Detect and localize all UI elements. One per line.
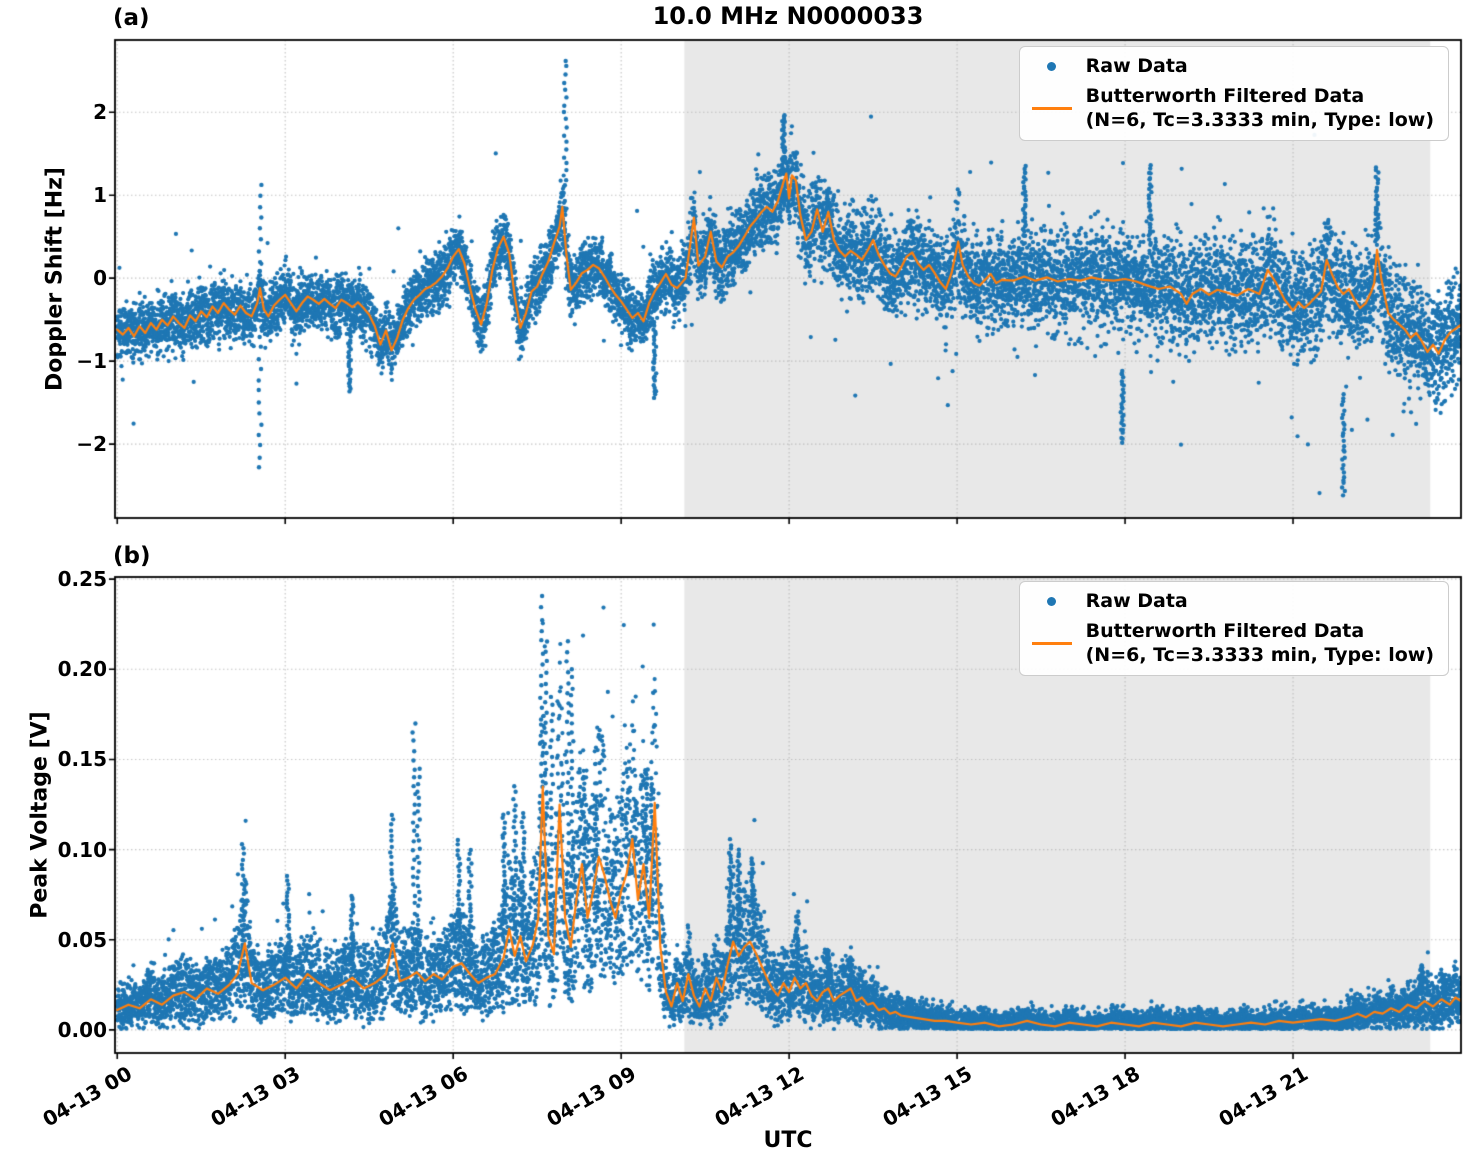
y-axis-label-b: Peak Voltage [V] <box>27 711 53 919</box>
y-tick-label: 0.20 <box>57 657 107 682</box>
y-axis-label-a: Doppler Shift [Hz] <box>42 167 68 391</box>
legend-panel-b: Raw Data Butterworth Filtered Data (N=6,… <box>1018 581 1449 677</box>
legend-item-raw-data: Raw Data <box>1030 55 1434 79</box>
legend-label-raw: Raw Data <box>1085 55 1188 77</box>
legend-label-filtered: Butterworth Filtered Data (N=6, Tc=3.333… <box>1085 619 1434 666</box>
legend-panel-a: Raw Data Butterworth Filtered Data (N=6,… <box>1018 46 1449 142</box>
y-tick-label: 0.15 <box>57 747 107 772</box>
y-tick-label: 0 <box>93 266 107 291</box>
y-tick-label: 0.10 <box>57 837 107 862</box>
y-tick-label: −1 <box>76 349 107 374</box>
legend-item-filtered-data: Butterworth Filtered Data (N=6, Tc=3.333… <box>1030 85 1434 133</box>
y-tick-label: 0.05 <box>57 927 107 952</box>
panel-b-tag: (b) <box>113 543 151 569</box>
raw-data-dot-icon <box>1030 62 1074 72</box>
figure-title: 10.0 MHz N0000033 <box>652 2 924 30</box>
y-tick-label: 1 <box>93 183 107 208</box>
filtered-line-icon <box>1030 642 1074 645</box>
y-tick-label: 2 <box>93 100 107 125</box>
legend-label-raw: Raw Data <box>1085 590 1188 612</box>
legend-label-filtered: Butterworth Filtered Data (N=6, Tc=3.333… <box>1085 84 1434 131</box>
legend-item-filtered-data: Butterworth Filtered Data (N=6, Tc=3.333… <box>1030 620 1434 668</box>
y-tick-label: 0.00 <box>57 1017 107 1042</box>
y-tick-label: 0.25 <box>57 567 107 592</box>
filtered-line-icon <box>1030 107 1074 110</box>
x-axis-label: UTC <box>763 1128 813 1153</box>
legend-item-raw-data: Raw Data <box>1030 590 1434 614</box>
y-tick-label: −2 <box>76 432 107 457</box>
panel-a-tag: (a) <box>113 5 150 31</box>
raw-data-dot-icon <box>1030 597 1074 607</box>
